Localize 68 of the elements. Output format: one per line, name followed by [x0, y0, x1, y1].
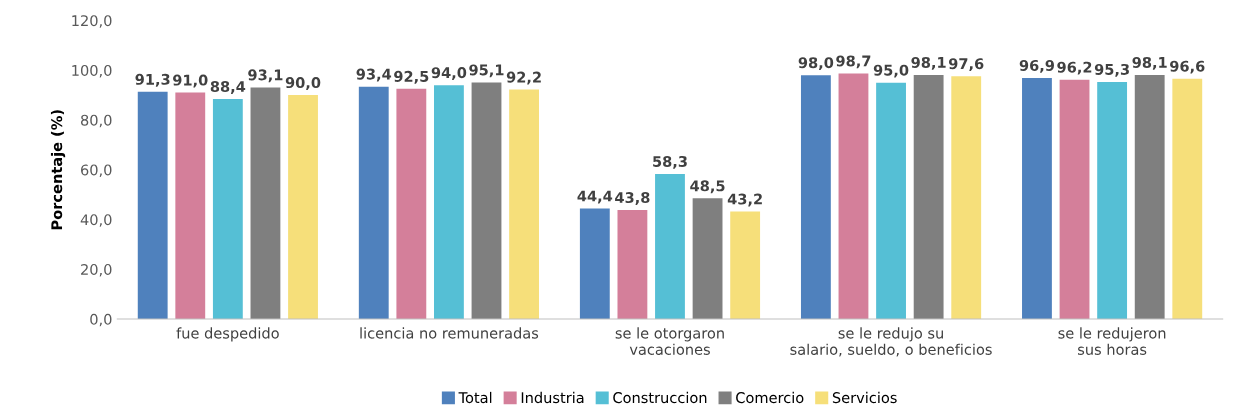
data-label: 92,2: [506, 71, 541, 85]
y-tick-label: 40,0: [80, 214, 112, 227]
bar: [617, 210, 648, 320]
legend-label: Total: [458, 391, 492, 404]
data-label: 91,3: [135, 73, 170, 87]
data-label: 95,1: [469, 64, 504, 78]
data-label: 94,0: [431, 67, 467, 81]
x-tick-label: fue despedido: [176, 327, 279, 342]
bar: [137, 91, 168, 320]
bar: [838, 73, 869, 320]
bar: [1097, 81, 1128, 320]
data-label: 95,0: [873, 64, 909, 78]
data-label: 93,1: [248, 69, 283, 83]
data-label: 97,6: [948, 58, 984, 72]
data-label: 90,0: [285, 77, 321, 90]
data-label: 88,4: [210, 81, 246, 94]
bar: [212, 99, 243, 320]
x-tick-label: licencia no remuneradas: [360, 327, 539, 339]
bar: [730, 211, 761, 320]
bar: [288, 95, 318, 320]
x-tick-label: se le otorgaron vacaciones: [615, 327, 724, 355]
x-tick-label: se le redujeron sus horas: [1058, 327, 1166, 355]
y-axis-title: Porcentaje (%): [50, 110, 66, 230]
y-tick-label: 100,0: [72, 64, 112, 78]
data-label: 92,5: [394, 70, 429, 84]
bar: [692, 198, 723, 320]
data-label: 98,7: [836, 55, 871, 69]
data-label: 98,1: [1132, 56, 1167, 70]
bar: [1134, 74, 1165, 320]
data-label: 96,9: [1019, 59, 1055, 73]
y-tick-label: 60,0: [81, 164, 112, 177]
legend-label: Industria: [521, 391, 584, 404]
bar: [876, 82, 906, 320]
y-tick-label: 20,0: [81, 263, 112, 277]
bar: [434, 85, 464, 320]
bar: [509, 89, 540, 320]
legend-label: Comercio: [736, 391, 804, 404]
bar: [250, 87, 281, 320]
y-tick-label: 80,0: [80, 114, 112, 128]
y-tick-label: 0,0: [90, 313, 112, 327]
data-label: 43,8: [615, 192, 650, 205]
data-label: 43,2: [727, 193, 762, 207]
data-label: 95,3: [1094, 63, 1129, 77]
bar: [800, 75, 831, 320]
data-label: 93,4: [356, 68, 392, 82]
legend-label: Construccion: [613, 391, 707, 404]
data-label: 44,4: [577, 190, 613, 204]
data-label: 96,6: [1170, 60, 1205, 74]
data-label: 96,2: [1057, 61, 1092, 75]
bar: [471, 82, 502, 320]
legend-label: Servicios: [832, 391, 897, 404]
bar: [1172, 78, 1203, 320]
bar: [358, 86, 389, 320]
bar: [1059, 79, 1090, 320]
data-label: 98,0: [798, 57, 834, 71]
bar: [913, 74, 944, 320]
bar: [175, 92, 206, 320]
data-label: 48,5: [690, 180, 725, 194]
x-tick-label: se le redujo su salario, sueldo, o beneficios: [790, 327, 992, 357]
data-label: 58,3: [653, 155, 687, 169]
y-tick-label: 120,0: [72, 15, 112, 28]
bar: [396, 88, 427, 320]
bar: [1022, 77, 1052, 320]
bar: [579, 208, 610, 320]
bar: [951, 76, 982, 320]
bar: [655, 173, 685, 320]
data-label: 91,0: [173, 74, 208, 88]
data-label: 98,1: [911, 56, 946, 70]
